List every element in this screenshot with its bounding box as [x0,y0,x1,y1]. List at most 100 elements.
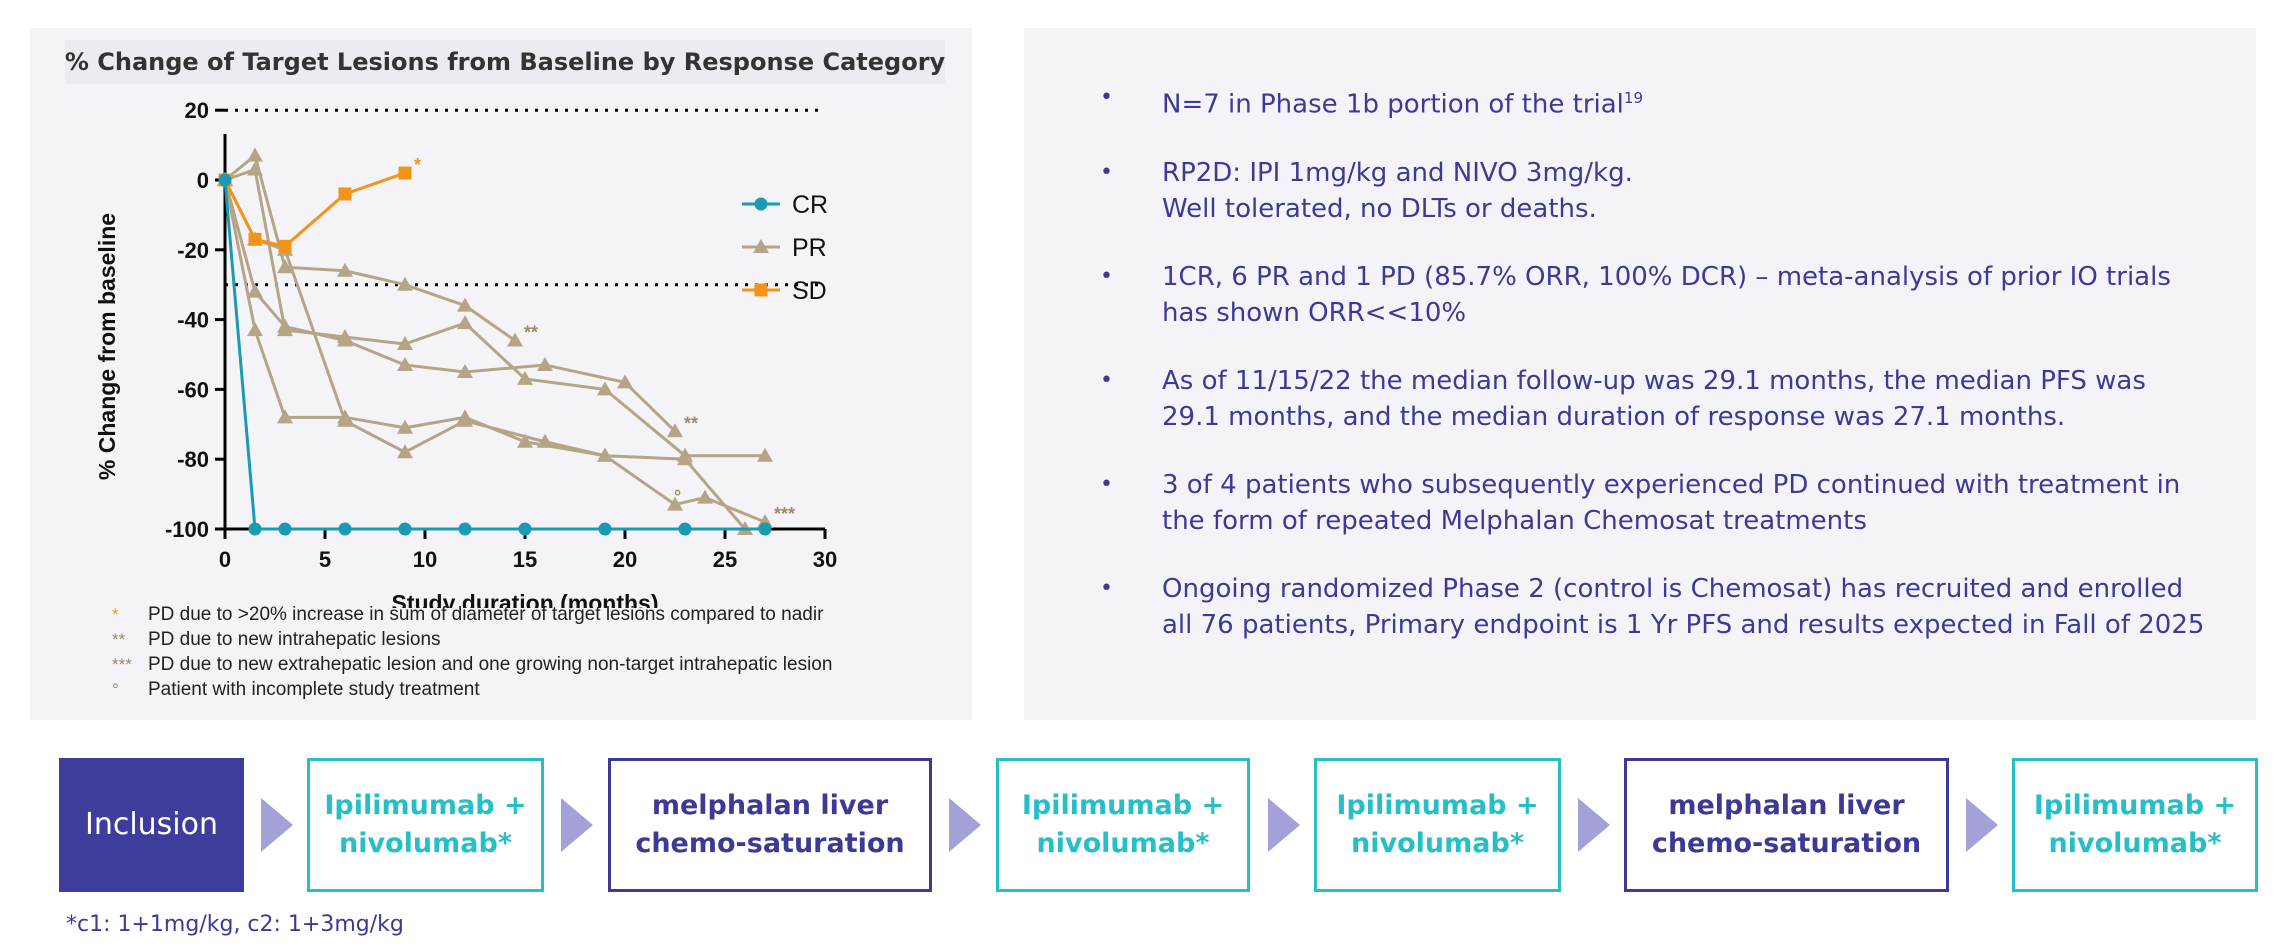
bullet-text: 1CR, 6 PR and 1 PD (85.7% ORR, 100% DCR)… [1162,261,2171,328]
data-point-circle [598,522,612,536]
x-tick-label: 25 [713,547,737,572]
data-point-triangle [277,409,293,424]
flow-arrow-icon [1578,798,1610,852]
annotation-mark: *** [774,504,795,524]
y-axis-label: % Change from baseline [94,213,120,480]
footnote-2: ** PD due to new intrahepatic lesions [112,629,972,654]
footnote-symbol: ° [112,680,119,699]
series-line-circle [223,179,765,531]
footnote-symbol: * [112,605,119,624]
footnote-symbol: *** [112,655,132,674]
data-point-triangle [667,496,683,511]
footnote-text: PD due to >20% increase in sum of diamet… [148,604,824,625]
bullet-dot-icon: • [1100,575,1113,601]
data-point-triangle [397,276,413,291]
bullet-text: 3 of 4 patients who subsequently experie… [1162,469,2181,536]
legend-label: SD [792,277,827,305]
data-point-circle [278,522,292,536]
data-point-triangle [457,315,473,330]
x-tick-label: 0 [219,547,231,572]
bullet-text: N=7 in Phase 1b portion of the trial [1162,89,1624,120]
footnote-ref: 19 [1623,89,1643,107]
bullet-item: • Ongoing randomized Phase 2 (control is… [1100,571,2230,643]
bullet-dot-icon: • [1100,367,1113,393]
data-point-circle [398,522,412,536]
bullet-dot-icon: • [1100,263,1113,289]
data-point-circle [218,173,232,187]
data-point-triangle [397,356,413,371]
annotation-mark: ° [674,487,681,507]
legend-marker [754,197,768,211]
flow-step-melphalan: melphalan liver chemo-saturation [1624,758,1949,892]
chart-title: % Change of Target Lesions from Baseline… [64,48,946,76]
summary-panel: • N=7 in Phase 1b portion of the trial19… [1024,28,2256,720]
footnote-1: * PD due to >20% increase in sum of diam… [112,604,972,629]
y-tick-label: -60 [177,377,209,402]
x-tick-label: 15 [513,547,537,572]
series-line-triangle [223,179,747,530]
flow-step-inclusion: Inclusion [59,758,244,892]
legend-marker [753,239,769,253]
dosing-note: *c1: 1+1mg/kg, c2: 1+3mg/kg [66,912,404,937]
data-point-circle [338,522,352,536]
footnote-symbol: ** [112,630,126,649]
flow-step-ipi-nivo: Ipilimumab + nivolumab* [996,758,1250,892]
data-point-triangle [617,374,633,389]
flow-step-ipi-nivo: Ipilimumab + nivolumab* [307,758,544,892]
flow-arrow-icon [1966,798,1998,852]
data-point-square [248,232,262,246]
data-point-triangle [247,161,263,176]
data-point-triangle [277,259,293,274]
data-point-square [338,187,352,201]
data-point-triangle [517,433,533,448]
data-point-circle [678,522,692,536]
footnote-3: *** PD due to new extrahepatic lesion an… [112,654,972,679]
data-point-triangle [337,332,353,347]
y-tick-label: -80 [177,447,209,472]
y-tick-label: -100 [165,517,209,542]
x-tick-label: 20 [613,547,637,572]
chart-title-box: % Change of Target Lesions from Baseline… [65,40,945,84]
bullet-dot-icon: • [1100,471,1113,497]
data-point-triangle [277,318,293,333]
bullet-list: • N=7 in Phase 1b portion of the trial19… [1100,80,2230,675]
bullet-item: • 1CR, 6 PR and 1 PD (85.7% ORR, 100% DC… [1100,259,2230,331]
data-point-triangle [667,423,683,438]
data-point-triangle [537,356,553,371]
data-point-triangle [247,283,263,298]
footnote-text: Patient with incomplete study treatment [148,679,480,700]
x-tick-label: 5 [319,547,331,572]
data-point-triangle [457,363,473,378]
data-point-circle [248,522,262,536]
annotation-mark: ** [684,413,698,433]
data-point-triangle [517,370,533,385]
data-point-triangle [397,336,413,351]
data-point-circle [758,522,772,536]
data-point-triangle [247,147,263,162]
data-point-triangle [397,444,413,459]
legend-label: CR [792,191,828,219]
data-point-triangle [697,489,713,504]
data-point-triangle [247,322,263,337]
footnotes: * PD due to >20% increase in sum of diam… [112,604,972,704]
bullet-dot-icon: • [1100,159,1113,185]
data-point-triangle [337,412,353,427]
x-axis-label: Study duration (months) [391,590,658,608]
legend-label: PR [792,234,827,262]
chart-panel: % Change of Target Lesions from Baseline… [30,28,972,720]
bullet-dot-icon: • [1100,85,1113,110]
bullet-text: Ongoing randomized Phase 2 (control is C… [1162,573,2205,640]
bullet-item: • N=7 in Phase 1b portion of the trial19 [1100,80,2230,123]
flow-arrow-icon [561,798,593,852]
data-point-triangle [597,447,613,462]
data-point-square [278,239,292,253]
y-tick-label: 20 [185,98,209,123]
footnote-text: PD due to new extrahepatic lesion and on… [148,654,833,675]
data-point-circle [458,522,472,536]
data-point-triangle [397,419,413,434]
data-point-triangle [507,332,523,347]
footnote-4: ° Patient with incomplete study treatmen… [112,679,972,704]
data-point-triangle [597,381,613,396]
flow-step-ipi-nivo: Ipilimumab + nivolumab* [2012,758,2258,892]
